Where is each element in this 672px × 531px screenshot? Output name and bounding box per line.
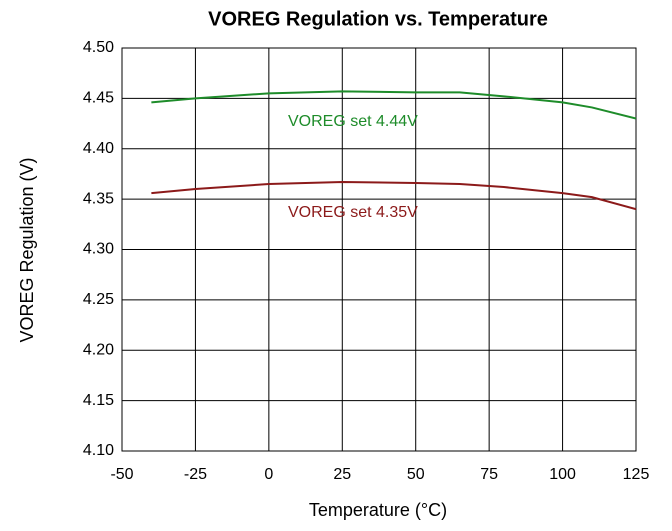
y-axis-label: VOREG Regulation (V) [17,157,37,342]
y-tick-label: 4.15 [83,392,114,409]
x-tick-label: 25 [333,466,351,483]
y-tick-label: 4.35 [83,190,114,207]
data-line [151,90,637,120]
y-tick-label: 4.45 [83,90,114,107]
y-tick-label: 4.10 [83,442,114,459]
x-tick-label: 0 [264,466,273,483]
series-label: VOREG set 4.35V [288,204,418,221]
x-tick-label: 50 [407,466,425,483]
x-tick-label: 75 [480,466,498,483]
y-tick-label: 4.50 [83,39,114,56]
x-tick-label: 100 [549,466,576,483]
chart-title: VOREG Regulation vs. Temperature [208,8,548,30]
x-tick-label: -25 [184,466,207,483]
x-axis-label: Temperature (°C) [309,500,447,520]
y-tick-label: 4.20 [83,341,114,358]
x-tick-label: 125 [623,466,650,483]
series-label: VOREG set 4.44V [288,113,418,130]
y-tick-label: 4.40 [83,140,114,157]
y-tick-label: 4.25 [83,291,114,308]
y-tick-label: 4.30 [83,241,114,258]
x-tick-label: -50 [110,466,133,483]
data-line [151,180,637,211]
